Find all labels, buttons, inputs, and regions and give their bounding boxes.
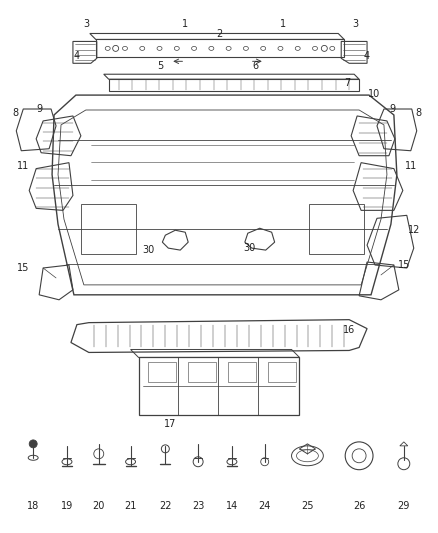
Text: 14: 14 (226, 502, 238, 512)
Text: 15: 15 (398, 260, 410, 270)
Bar (188, 362, 216, 382)
Text: 20: 20 (92, 502, 105, 512)
Text: 30: 30 (142, 245, 155, 255)
Bar (268, 362, 296, 382)
Text: 12: 12 (408, 225, 420, 235)
Bar (228, 362, 256, 382)
Text: 17: 17 (164, 419, 177, 429)
Text: 19: 19 (61, 502, 73, 512)
Text: 22: 22 (159, 502, 172, 512)
Text: 4: 4 (364, 51, 370, 61)
Text: 5: 5 (157, 61, 163, 71)
Text: 15: 15 (17, 263, 29, 273)
Text: 3: 3 (352, 19, 358, 29)
Text: 4: 4 (74, 51, 80, 61)
Text: 3: 3 (84, 19, 90, 29)
Text: 10: 10 (368, 89, 380, 99)
Text: 11: 11 (17, 160, 29, 171)
Text: 18: 18 (27, 502, 39, 512)
Text: 11: 11 (405, 160, 417, 171)
Text: 26: 26 (353, 502, 365, 512)
Text: 6: 6 (253, 61, 259, 71)
Text: 1: 1 (182, 19, 188, 29)
Text: 23: 23 (192, 502, 204, 512)
Text: 1: 1 (279, 19, 286, 29)
Text: 9: 9 (390, 104, 396, 114)
Text: 30: 30 (244, 243, 256, 253)
Text: 29: 29 (398, 502, 410, 512)
Text: 24: 24 (258, 502, 271, 512)
Text: 21: 21 (124, 502, 137, 512)
Text: 9: 9 (36, 104, 42, 114)
Bar (148, 362, 176, 382)
Text: 2: 2 (216, 29, 222, 39)
Text: 8: 8 (416, 108, 422, 118)
Text: 16: 16 (343, 325, 355, 335)
Text: 25: 25 (301, 502, 314, 512)
Text: 7: 7 (344, 78, 350, 88)
Circle shape (29, 440, 37, 448)
Text: 8: 8 (12, 108, 18, 118)
